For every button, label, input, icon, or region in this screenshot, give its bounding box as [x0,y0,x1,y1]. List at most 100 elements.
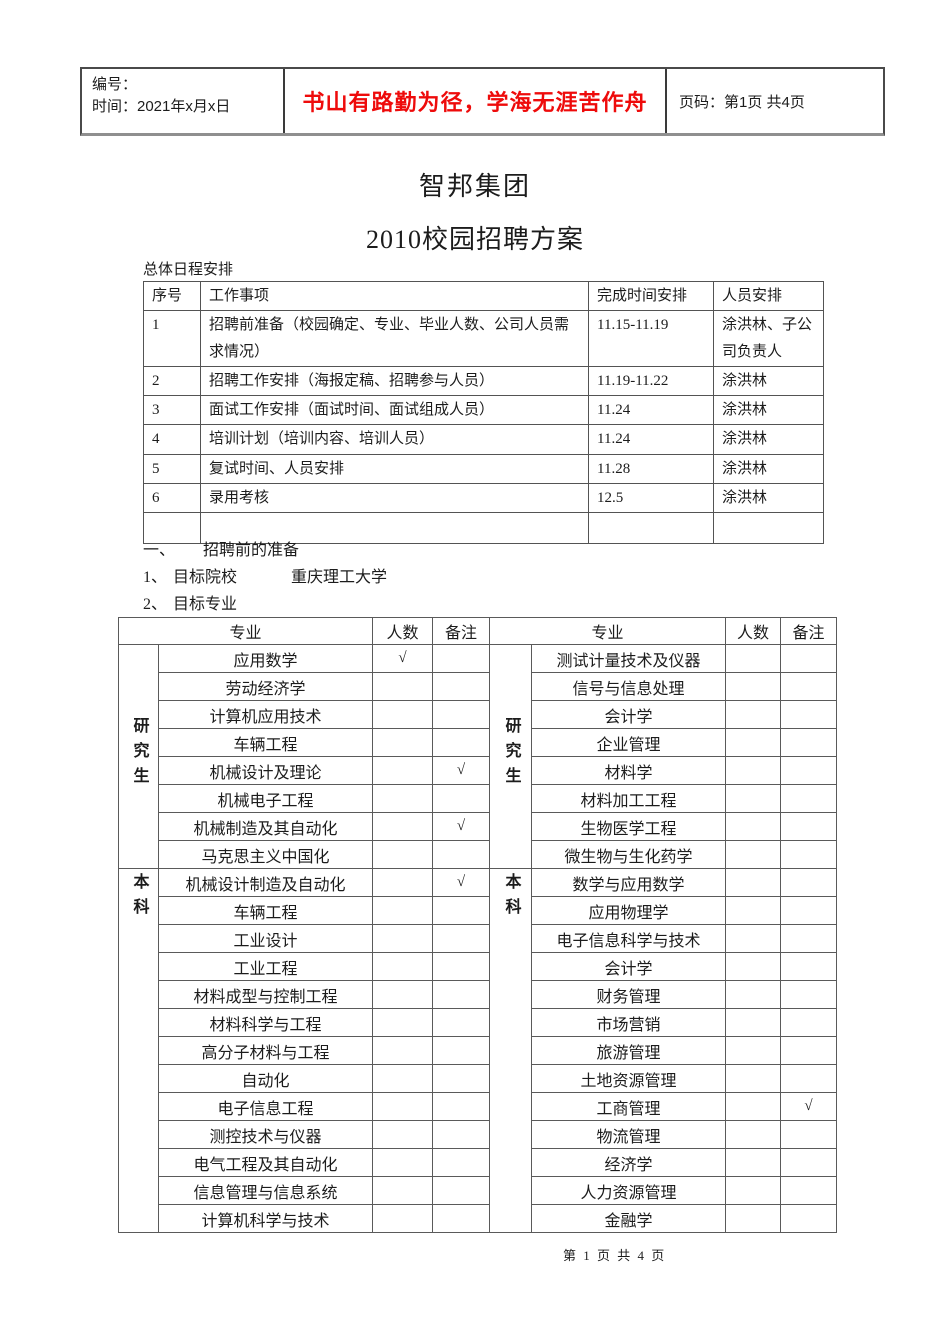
schedule-table: 序号 工作事项 完成时间安排 人员安排 1 招聘前准备（校园确定、专业、毕业人数、公司人员… [143,280,824,544]
note-cell [432,784,491,813]
schedule-cell: 5 [143,453,201,484]
schedule-cell: 复试时间、人员安排 [200,453,589,484]
count-cell [372,840,434,869]
count-cell [725,924,782,953]
schedule-cell: 录用考核 [200,482,589,514]
note-cell [432,1204,491,1233]
count-cell [372,1036,434,1065]
schedule-cell: 涂洪林 [713,482,824,514]
major-row: 测控技术与仪器 物流管理 [119,1120,838,1149]
count-cell [725,1064,782,1093]
count-cell [372,980,434,1009]
schedule-header-row: 序号 工作事项 完成时间安排 人员安排 [143,280,824,312]
count-cell [725,644,782,673]
note-cell [780,896,838,925]
note-cell [432,672,491,701]
count-cell [725,1120,782,1149]
note-cell: √ [780,1092,838,1121]
major-row: 本科 机械设计制造及自动化 √ 本科 数学与应用数学 [118,868,838,1233]
major-cell: 机械制造及其自动化 [157,812,374,841]
motto-text: 书山有路勤为径，学海无涯苦作舟 [302,90,648,115]
count-cell [372,1176,434,1205]
count-cell [372,756,434,785]
schedule-cell: 2 [143,365,201,397]
section-heading-number: 一、 [143,542,176,559]
major-row: 马克思主义中国化 微生物与生化药学 [119,840,838,869]
target-majors-line: 2、 目标专业 [143,591,387,618]
schedule-cell: 6 [143,482,201,514]
major-cell: 企业管理 [531,728,727,757]
major-row: 自动化 土地资源管理 [119,1064,838,1093]
major-cell: 应用数学 [157,644,374,673]
schedule-cell: 4 [143,424,201,455]
note-cell [432,728,491,757]
category-label: 研究生 [502,716,520,792]
schedule-row: 3 面试工作安排（面试时间、面试组成人员） 11.24 涂洪林 [143,394,824,426]
header-meta-cell: 编号： 时间：2021年x月x日 [82,69,285,133]
major-cell: 计算机科学与技术 [157,1204,374,1233]
major-row: 机械设计及理论 √ 材料学 [119,756,838,785]
count-cell [725,700,782,729]
note-cell [780,1176,838,1205]
major-cell: 电子信息科学与技术 [531,924,727,953]
count-cell [725,952,782,981]
schedule-body: 序号 工作事项 完成时间安排 人员安排 1 招聘前准备（校园确定、专业、毕业人数、公司人员… [143,280,824,544]
category-cell: 本科 [489,868,533,1233]
schedule-row: 1 招聘前准备（校园确定、专业、毕业人数、公司人员需求情况） 11.15-11.19… [143,310,824,367]
schedule-cell: 涂洪林 [713,453,824,484]
major-cell: 生物医学工程 [531,812,727,841]
note-cell [780,1204,838,1233]
schedule-cell: 招聘工作安排（海报定稿、招聘参与人员） [200,365,589,397]
major-row: 高分子材料与工程 旅游管理 [119,1036,838,1065]
schedule-row [143,512,824,544]
count-cell [372,1120,434,1149]
section-heading-line: 一、 招聘前的准备 [143,537,387,564]
major-cell: 机械设计及理论 [157,756,374,785]
note-cell [780,784,838,813]
schedule-header-cell: 人员安排 [713,280,824,312]
major-cell: 人力资源管理 [531,1176,727,1205]
count-cell [725,756,782,785]
count-cell [725,868,782,897]
major-cell: 材料成型与控制工程 [157,980,374,1009]
note-cell [432,980,491,1009]
count-cell [372,952,434,981]
note-cell [432,1036,491,1065]
count-cell [725,672,782,701]
major-cell: 材料加工工程 [531,784,727,813]
page-number-label: 页码：第1页 共4页 [679,93,805,111]
major-cell: 应用物理学 [531,896,727,925]
doc-number-label: 编号： [92,76,138,93]
target-majors-label: 目标专业 [173,596,238,613]
count-cell [372,672,434,701]
count-cell [725,812,782,841]
category-label: 本科 [502,873,520,923]
major-cell: 电子信息工程 [157,1092,374,1121]
major-row: 计算机应用技术 会计学 [119,700,838,729]
major-cell: 马克思主义中国化 [157,840,374,869]
count-cell [372,896,434,925]
note-cell [432,1064,491,1093]
count-cell [725,1036,782,1065]
note-cell: √ [432,756,491,785]
major-cell: 微生物与生化药学 [531,840,727,869]
note-cell [780,756,838,785]
schedule-cell: 12.5 [588,482,714,514]
major-cell: 自动化 [157,1064,374,1093]
schedule-cell: 面试工作安排（面试时间、面试组成人员） [200,394,589,426]
major-cell: 工业设计 [157,924,374,953]
majors-header-cell: 专业 [117,617,374,645]
count-cell [725,1092,782,1121]
count-cell: √ [372,644,434,673]
major-cell: 信息管理与信息系统 [157,1176,374,1205]
major-row: 机械制造及其自动化 √ 生物医学工程 [119,812,838,841]
schedule-cell [200,512,589,544]
majors-header-cell: 专业 [489,617,727,645]
note-cell [780,952,838,981]
category-cell: 本科 [118,868,159,1233]
schedule-cell [588,512,714,544]
major-row: 材料成型与控制工程 财务管理 [119,980,838,1009]
count-cell [372,1008,434,1037]
major-cell: 土地资源管理 [531,1064,727,1093]
